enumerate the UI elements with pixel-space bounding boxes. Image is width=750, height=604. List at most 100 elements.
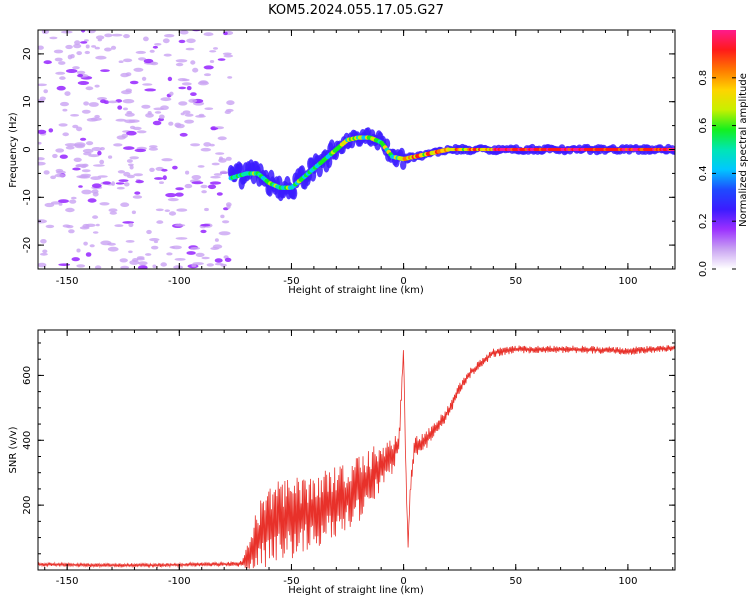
noise-blob <box>180 112 185 116</box>
noise-blob <box>80 30 86 33</box>
noise-blob <box>160 105 169 110</box>
noise-blob <box>59 154 68 159</box>
y-tick-label: -20 <box>22 237 33 253</box>
noise-blob <box>191 175 202 180</box>
noise-blob <box>174 258 186 261</box>
noise-blob <box>227 76 233 79</box>
noise-blob <box>125 72 132 77</box>
noise-blob <box>71 257 80 262</box>
noise-blob <box>107 246 119 252</box>
noise-blob <box>185 47 195 51</box>
y-tick-label: 600 <box>22 366 33 385</box>
ridge-halo <box>290 186 298 200</box>
noise-blob <box>179 30 189 35</box>
noise-blob <box>203 73 212 77</box>
noise-blob <box>50 175 56 180</box>
noise-blob <box>68 229 75 234</box>
noise-blob <box>151 245 159 250</box>
noise-blob <box>94 265 102 269</box>
noise-blob <box>141 76 147 81</box>
noise-blob <box>128 222 134 228</box>
noise-blob <box>83 101 89 106</box>
noise-blob <box>135 180 144 184</box>
noise-blob <box>173 265 184 269</box>
noise-blob <box>222 52 232 56</box>
noise-blob <box>143 36 149 42</box>
noise-blob <box>214 238 219 242</box>
x-tick-label: 50 <box>509 276 522 287</box>
noise-blob <box>87 198 97 203</box>
noise-blob <box>209 181 222 185</box>
noise-blob <box>214 262 224 266</box>
noise-blob <box>167 76 173 82</box>
noise-blob <box>201 190 207 194</box>
noise-blob <box>69 199 77 204</box>
noise-blob <box>43 170 50 175</box>
x-tick-label: -50 <box>283 576 299 587</box>
noise-blob <box>72 66 80 70</box>
noise-blob <box>72 167 81 171</box>
noise-blob <box>154 111 162 114</box>
noise-blob <box>76 248 81 253</box>
noise-blob <box>203 32 214 37</box>
noise-blob <box>191 181 204 185</box>
noise-blob <box>226 204 231 209</box>
noise-blob <box>81 189 92 195</box>
noise-blob <box>152 120 162 126</box>
noise-blob <box>80 137 87 141</box>
noise-blob <box>156 220 164 224</box>
noise-blob <box>191 264 197 268</box>
noise-blob <box>44 202 55 208</box>
noise-blob <box>94 84 100 88</box>
noise-blob <box>128 250 133 254</box>
noise-blob <box>58 123 68 127</box>
noise-blob <box>60 101 69 107</box>
noise-blob <box>111 181 116 186</box>
noise-blob <box>110 45 117 50</box>
noise-blob <box>138 57 146 61</box>
y-tick-label: -10 <box>22 189 33 205</box>
noise-blob <box>86 141 94 146</box>
noise-blob <box>182 78 190 82</box>
noise-blob <box>123 58 133 63</box>
noise-blob <box>40 239 47 244</box>
noise-blob <box>200 147 211 152</box>
noise-blob <box>126 130 137 136</box>
noise-blob <box>62 132 69 137</box>
noise-blob <box>175 123 185 129</box>
noise-blob <box>38 161 46 166</box>
noise-blob <box>109 211 118 215</box>
noise-blob <box>201 256 210 260</box>
noise-blob <box>168 211 177 216</box>
noise-blob <box>175 237 188 240</box>
noise-blob <box>107 242 116 246</box>
noise-blob <box>123 34 130 39</box>
noise-blob <box>214 258 223 263</box>
noise-blob <box>114 224 124 228</box>
noise-blob <box>54 57 63 62</box>
x-tick-label: 0 <box>400 576 406 587</box>
noise-blob <box>95 35 105 40</box>
noise-blob <box>74 142 86 148</box>
noise-blob <box>126 110 133 114</box>
noise-blob <box>122 99 135 104</box>
noise-blob <box>74 40 81 45</box>
noise-blob <box>100 69 110 72</box>
noise-blob <box>79 226 90 230</box>
noise-blob <box>62 108 68 112</box>
noise-blob <box>45 224 55 229</box>
noise-blob <box>104 33 113 38</box>
colorbar-tick-label: 0.6 <box>698 118 709 134</box>
y-tick-label: 20 <box>22 48 33 61</box>
noise-blob <box>143 58 154 64</box>
noise-blob <box>145 253 152 256</box>
noise-blob <box>150 61 159 66</box>
x-tick-label: -150 <box>56 576 79 587</box>
noise-blob <box>117 170 125 174</box>
noise-blob <box>119 258 128 263</box>
noise-blob <box>129 125 136 130</box>
noise-blob <box>120 265 130 269</box>
colorbar-tick-label: 0.0 <box>698 261 709 277</box>
noise-blob <box>166 252 173 256</box>
noise-blob <box>65 44 73 50</box>
